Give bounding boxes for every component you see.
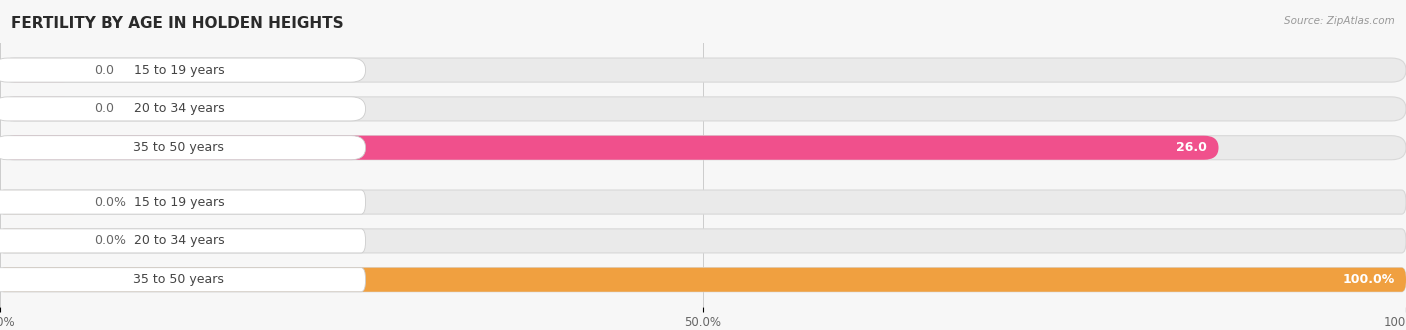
- FancyBboxPatch shape: [0, 136, 1219, 160]
- Text: 0.0%: 0.0%: [94, 196, 127, 209]
- FancyBboxPatch shape: [0, 190, 366, 214]
- Text: 35 to 50 years: 35 to 50 years: [134, 273, 225, 286]
- FancyBboxPatch shape: [0, 268, 366, 292]
- Text: 35 to 50 years: 35 to 50 years: [134, 141, 225, 154]
- Text: 0.0%: 0.0%: [94, 234, 127, 248]
- Text: 15 to 19 years: 15 to 19 years: [134, 196, 224, 209]
- FancyBboxPatch shape: [0, 268, 1406, 292]
- Text: 15 to 19 years: 15 to 19 years: [134, 64, 224, 77]
- FancyBboxPatch shape: [0, 58, 366, 82]
- FancyBboxPatch shape: [0, 229, 77, 253]
- FancyBboxPatch shape: [0, 229, 1406, 253]
- Text: 20 to 34 years: 20 to 34 years: [134, 234, 224, 248]
- FancyBboxPatch shape: [0, 136, 1406, 160]
- FancyBboxPatch shape: [0, 229, 366, 253]
- Text: FERTILITY BY AGE IN HOLDEN HEIGHTS: FERTILITY BY AGE IN HOLDEN HEIGHTS: [11, 16, 344, 31]
- FancyBboxPatch shape: [0, 58, 1406, 82]
- FancyBboxPatch shape: [0, 190, 77, 214]
- FancyBboxPatch shape: [0, 97, 1406, 121]
- FancyBboxPatch shape: [0, 268, 1406, 292]
- Text: 100.0%: 100.0%: [1343, 273, 1395, 286]
- Text: 20 to 34 years: 20 to 34 years: [134, 102, 224, 115]
- Text: 0.0: 0.0: [94, 102, 114, 115]
- FancyBboxPatch shape: [0, 58, 77, 82]
- FancyBboxPatch shape: [0, 136, 366, 160]
- Text: 26.0: 26.0: [1177, 141, 1208, 154]
- FancyBboxPatch shape: [0, 97, 77, 121]
- Text: Source: ZipAtlas.com: Source: ZipAtlas.com: [1284, 16, 1395, 26]
- FancyBboxPatch shape: [0, 190, 1406, 214]
- Text: 0.0: 0.0: [94, 64, 114, 77]
- FancyBboxPatch shape: [0, 97, 366, 121]
